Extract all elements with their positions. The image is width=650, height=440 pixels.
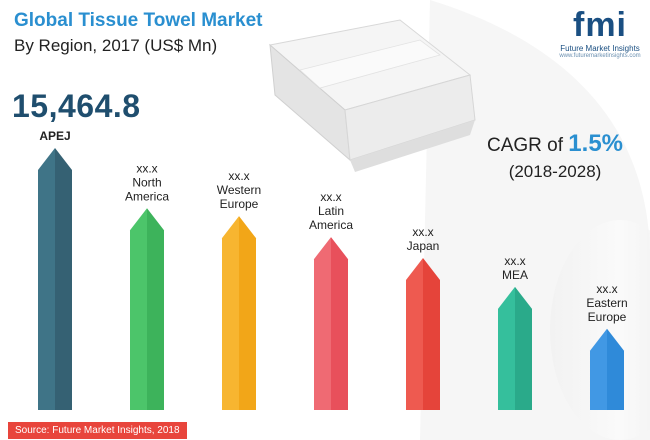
bar-label-western-europe-0: xx.x bbox=[228, 169, 249, 183]
bar-label-mea-1: MEA bbox=[502, 268, 528, 282]
highlight-value: 15,464.8 bbox=[12, 88, 141, 124]
bar-north-america bbox=[130, 208, 147, 410]
bar-shade-north-america bbox=[147, 208, 164, 410]
bar-shade-eastern-europe bbox=[607, 328, 624, 410]
bar-eastern-europe bbox=[590, 328, 607, 410]
fmi-logo: fmi Future Market Insights www.futuremar… bbox=[555, 6, 645, 59]
bar-shade-apej bbox=[55, 148, 72, 410]
logo-company-name: Future Market Insights bbox=[560, 44, 640, 53]
bar-latin-america bbox=[314, 237, 331, 410]
bar-label-north-america-1: North bbox=[132, 175, 161, 189]
bar-label-latin-america-2: America bbox=[309, 218, 353, 232]
bar-label-latin-america-0: xx.x bbox=[320, 190, 341, 204]
bar-label-japan-0: xx.x bbox=[412, 225, 433, 239]
chart-subtitle: By Region, 2017 (US$ Mn) bbox=[14, 36, 218, 55]
chart-title: Global Tissue Towel Market bbox=[14, 10, 263, 31]
bar-shade-japan bbox=[423, 258, 440, 410]
source-note: Source: Future Market Insights, 2018 bbox=[8, 422, 187, 439]
cagr-value: 1.5% bbox=[568, 130, 623, 157]
bar-shade-western-europe bbox=[239, 216, 256, 410]
bar-label-western-europe-1: Western bbox=[217, 183, 261, 197]
bar-apej bbox=[38, 148, 55, 410]
cagr-period: (2018-2028) bbox=[508, 162, 602, 181]
tissue-stack-image bbox=[268, 19, 476, 172]
bar-label-north-america-2: America bbox=[125, 189, 169, 203]
bar-label-mea-0: xx.x bbox=[504, 254, 525, 268]
bar-shade-mea bbox=[515, 286, 532, 410]
cagr-prefix: CAGR of bbox=[486, 135, 564, 156]
bar-label-eastern-europe-0: xx.x bbox=[596, 282, 617, 296]
logo-url: www.futuremarketinsights.com bbox=[559, 53, 641, 59]
bar-mea bbox=[498, 286, 515, 410]
bar-shade-latin-america bbox=[331, 237, 348, 410]
bar-label-eastern-europe-1: Eastern bbox=[586, 296, 627, 310]
bar-label-north-america-0: xx.x bbox=[136, 161, 157, 175]
cagr-callout: CAGR of 1.5% (2018-2028) bbox=[470, 130, 640, 182]
logo-mark: fmi bbox=[573, 6, 627, 44]
bar-label-eastern-europe-2: Europe bbox=[588, 310, 627, 324]
bar-label-latin-america-1: Latin bbox=[318, 204, 344, 218]
bar-label-western-europe-2: Europe bbox=[220, 197, 259, 211]
bar-label-japan-1: Japan bbox=[407, 239, 440, 253]
bar-western-europe bbox=[222, 216, 239, 410]
bar-label-apej-0: APEJ bbox=[39, 129, 70, 143]
bar-japan bbox=[406, 258, 423, 410]
